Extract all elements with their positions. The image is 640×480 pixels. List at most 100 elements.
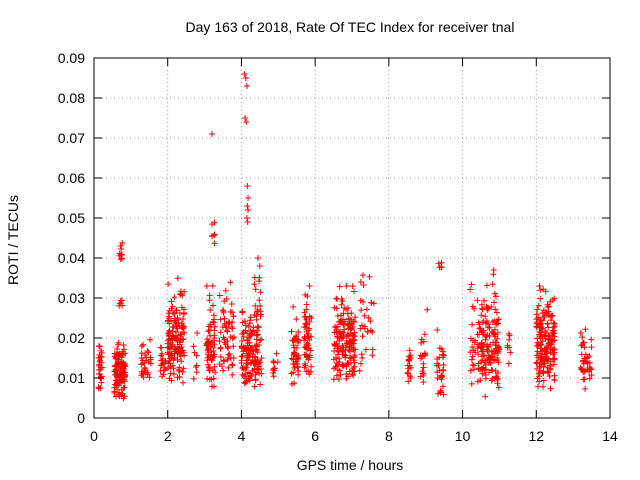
data-point	[226, 319, 233, 326]
data-point	[506, 332, 513, 339]
data-point	[120, 365, 127, 372]
data-point	[406, 347, 413, 354]
data-point	[255, 341, 262, 348]
data-point	[120, 395, 127, 402]
data-point	[119, 239, 126, 246]
data-point	[252, 371, 259, 378]
data-point	[343, 337, 350, 344]
data-point	[119, 360, 126, 367]
data-point	[244, 354, 251, 361]
data-point	[478, 365, 485, 372]
data-point	[119, 390, 126, 397]
data-point	[539, 338, 546, 345]
data-point	[166, 327, 173, 334]
data-point	[482, 371, 489, 378]
data-point	[210, 347, 217, 354]
data-point	[350, 365, 357, 372]
data-point	[469, 303, 476, 310]
data-point	[211, 351, 218, 358]
data-point	[295, 336, 302, 343]
data-point	[305, 354, 312, 361]
data-point	[171, 294, 178, 301]
data-point	[586, 352, 593, 359]
data-point	[341, 326, 348, 333]
data-point	[175, 366, 182, 373]
data-point	[485, 369, 492, 376]
data-point	[273, 350, 280, 357]
data-point	[343, 371, 350, 378]
data-point	[535, 354, 542, 361]
data-point	[350, 372, 357, 379]
data-point	[121, 384, 128, 391]
data-point	[486, 324, 493, 331]
data-point	[249, 351, 256, 358]
data-point	[534, 335, 541, 342]
data-point	[337, 312, 344, 319]
data-point	[365, 314, 372, 321]
data-point	[367, 327, 374, 334]
data-point	[483, 282, 490, 289]
data-point	[168, 377, 175, 384]
data-point	[434, 375, 441, 382]
data-point	[245, 195, 252, 201]
data-point	[494, 329, 501, 336]
data-point	[146, 374, 153, 381]
data-point	[483, 320, 490, 327]
data-point	[588, 372, 595, 379]
data-point	[483, 333, 490, 340]
data-point	[578, 366, 585, 373]
data-point	[482, 336, 489, 343]
data-point	[271, 359, 278, 366]
data-point	[99, 364, 106, 371]
data-point	[343, 283, 350, 289]
data-point	[406, 356, 413, 363]
data-point	[293, 316, 300, 323]
data-point	[488, 377, 495, 384]
data-point	[332, 363, 339, 370]
data-point	[209, 383, 216, 390]
data-point	[495, 316, 502, 323]
data-point	[252, 377, 259, 384]
data-point	[116, 353, 123, 360]
data-point	[547, 363, 554, 370]
data-point	[208, 356, 215, 363]
data-point	[114, 346, 121, 353]
data-point	[533, 359, 540, 366]
data-point	[468, 356, 475, 363]
data-point	[482, 393, 489, 400]
data-point	[243, 83, 250, 89]
data-point	[180, 324, 187, 331]
data-point	[306, 337, 313, 344]
data-point	[336, 367, 343, 374]
data-point	[204, 375, 211, 382]
data-point	[177, 351, 184, 358]
data-point	[537, 287, 544, 294]
data-point	[494, 348, 501, 355]
data-point	[540, 286, 547, 293]
data-point	[479, 329, 486, 336]
data-point	[579, 334, 586, 341]
data-point	[250, 324, 257, 331]
data-point	[140, 374, 147, 381]
data-point	[537, 363, 544, 370]
y-tick-label: 0.04	[58, 250, 85, 266]
data-point	[113, 355, 120, 362]
data-point	[436, 264, 443, 271]
data-point	[535, 302, 542, 309]
data-point	[580, 358, 587, 365]
data-point	[288, 355, 295, 362]
data-point	[119, 302, 126, 309]
data-point	[420, 360, 427, 367]
data-point	[546, 373, 553, 380]
data-point	[540, 370, 547, 377]
data-point	[545, 324, 552, 331]
data-point	[274, 359, 281, 366]
data-point	[244, 203, 251, 209]
data-point	[538, 325, 545, 332]
x-tick-label: 10	[455, 428, 471, 444]
data-point	[230, 343, 237, 350]
y-tick-label: 0.05	[58, 210, 85, 226]
data-point	[308, 333, 315, 340]
axis-ticks: 0 2 4 6 8 10 12 14 0 0.01 0.02 0.03 0.04 0.05 0.06 0.07…	[58, 50, 618, 444]
data-point	[119, 364, 126, 371]
